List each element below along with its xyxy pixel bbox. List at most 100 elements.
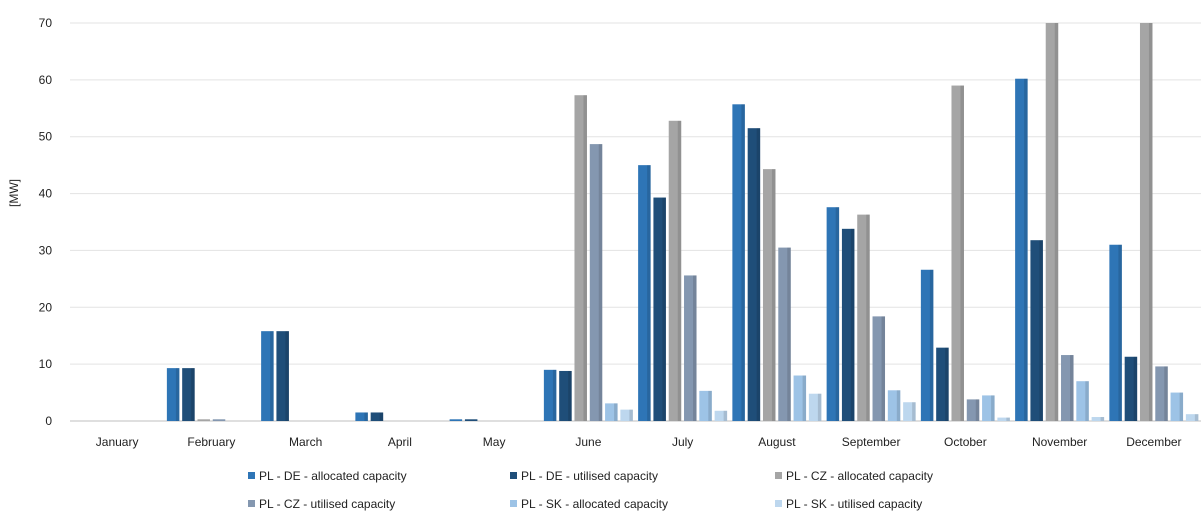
bar-shade <box>741 104 745 421</box>
bar-shade <box>552 369 557 421</box>
bar <box>574 95 587 422</box>
bar-fill <box>997 417 1010 421</box>
x-tick-label: October <box>944 435 987 449</box>
bar <box>808 393 822 421</box>
legend-item: PL - DE - utilised capacity <box>510 469 658 483</box>
bar-shade <box>817 393 822 421</box>
y-axis-label-group: [MW] <box>7 179 21 207</box>
bar-shade <box>896 390 901 421</box>
bar <box>951 85 964 422</box>
bar-shade <box>1085 381 1089 421</box>
bar-shade <box>835 207 840 421</box>
bar-fill <box>793 375 807 421</box>
bar <box>605 403 618 421</box>
bar-fill <box>464 419 478 421</box>
y-tick-label: 20 <box>39 300 53 314</box>
x-tick-label: May <box>483 435 506 449</box>
y-tick-label: 50 <box>39 130 53 144</box>
bar-fill <box>714 410 728 421</box>
bar-fill <box>605 403 618 421</box>
x-tick-label: November <box>1032 435 1087 449</box>
bar <box>841 228 855 421</box>
bar-shade <box>693 275 697 421</box>
bar-shade <box>364 412 368 421</box>
bar <box>620 409 633 421</box>
bar-fill <box>166 368 180 421</box>
bar-fill <box>1076 381 1089 421</box>
bar-fill <box>370 412 384 421</box>
bar-shade <box>614 403 618 421</box>
bar <box>589 144 603 421</box>
legend-swatch <box>775 472 782 479</box>
bar-shade <box>1100 417 1105 421</box>
legend-swatch <box>775 500 782 507</box>
bar <box>778 247 791 421</box>
legend-item: PL - CZ - utilised capacity <box>248 497 395 511</box>
bar-fill <box>684 275 697 421</box>
bar-shade <box>662 197 666 421</box>
legend-swatch <box>510 500 517 507</box>
y-tick-label: 40 <box>39 187 53 201</box>
legend-label: PL - CZ - utilised capacity <box>259 497 395 511</box>
bar-shade <box>1054 23 1059 421</box>
bar <box>1045 23 1059 421</box>
bar <box>276 331 289 421</box>
legend-label: PL - CZ - allocated capacity <box>786 469 933 483</box>
bar-fill <box>826 207 840 421</box>
bar <box>197 419 210 421</box>
bar-fill <box>903 402 916 421</box>
legend-swatch <box>248 500 255 507</box>
axes: 0 10 20 30 40 50 60 70 January February March April… <box>39 16 1182 449</box>
bar <box>668 120 682 422</box>
x-tick-label: September <box>842 435 901 449</box>
bar <box>793 375 807 421</box>
bar-fill <box>1170 392 1184 421</box>
y-tick-label: 70 <box>39 16 53 30</box>
y-tick-label: 60 <box>39 73 53 87</box>
bar-shade <box>881 316 886 421</box>
bar <box>936 347 949 421</box>
bar-fill <box>1155 366 1168 421</box>
y-tick-label: 30 <box>39 243 53 257</box>
bar-fill <box>620 409 633 421</box>
bar-fill <box>762 169 776 421</box>
legend-item: PL - CZ - allocated capacity <box>775 469 933 483</box>
bar-fill <box>699 390 712 421</box>
bar-fill <box>747 128 761 421</box>
bar <box>872 316 886 421</box>
bar <box>920 269 934 421</box>
bar <box>464 419 478 421</box>
bar-shade <box>1070 355 1074 421</box>
bar-fill <box>951 85 964 422</box>
bar-shade <box>975 399 980 421</box>
bar <box>653 197 666 421</box>
bar-fill <box>182 368 195 421</box>
bar-fill <box>638 165 651 421</box>
bar-fill <box>1030 240 1043 421</box>
bar <box>1091 417 1105 421</box>
legend-label: PL - DE - allocated capacity <box>259 469 407 483</box>
gridlines <box>70 22 1201 422</box>
bar-shade <box>912 402 916 421</box>
bar-shade <box>379 412 384 421</box>
bar-fill <box>1139 23 1153 421</box>
bar-shade <box>802 375 807 421</box>
bar <box>857 214 870 421</box>
bar <box>449 419 463 421</box>
bar-shade <box>1179 392 1184 421</box>
bar-fill <box>1124 356 1138 421</box>
bar-fill <box>449 419 463 421</box>
bar <box>966 399 980 421</box>
bar-shade <box>191 368 195 421</box>
bar <box>1139 23 1153 421</box>
bar-fill <box>653 197 666 421</box>
bar-shade <box>945 347 949 421</box>
bar-fill <box>1015 78 1028 421</box>
bar-fill <box>1061 355 1074 421</box>
bar <box>699 390 712 421</box>
bar <box>1170 392 1184 421</box>
bar-shade <box>1164 366 1168 421</box>
legend-item: PL - SK - utilised capacity <box>775 497 922 511</box>
bar <box>1076 381 1089 421</box>
